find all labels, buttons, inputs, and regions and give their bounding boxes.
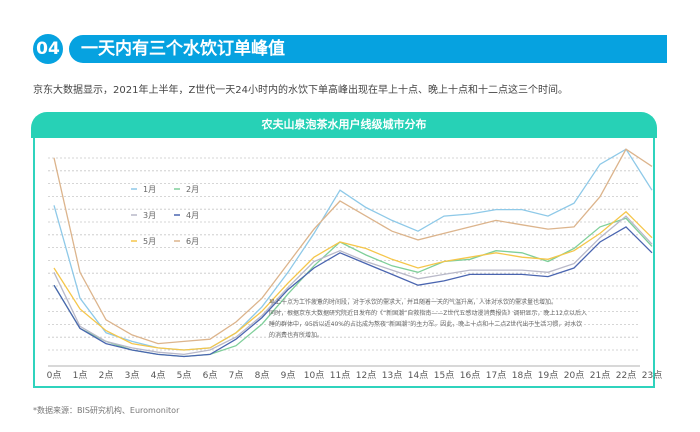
x-tick-label: 23点 [642, 370, 662, 381]
section-header: 04 一天内有三个水饮订单峰值 [33, 34, 667, 64]
x-tick-label: 10点 [304, 370, 324, 381]
x-tick-label: 15点 [434, 370, 454, 381]
x-tick-label: 18点 [512, 370, 532, 381]
annotation-line: 的消费也有所增加。 [269, 332, 324, 339]
x-tick-label: 16点 [460, 370, 480, 381]
x-tick-label: 12点 [356, 370, 376, 381]
x-tick-label: 3点 [125, 370, 140, 381]
x-tick-label: 14点 [408, 370, 428, 381]
annotation-line: 早上十点为工作疲惫的时间段，对于水饮的需求大，并且随着一天的气温升高，人体对水饮… [269, 299, 558, 306]
legend-label: 1月 [143, 185, 156, 194]
series-line-3月 [53, 215, 653, 356]
annotation-line: 同时，根据京东大数据研究院近日发布的《“新国潮”自救指南——Z世代五感动漫消费报… [269, 310, 587, 317]
legend-label: 2月 [186, 185, 199, 194]
x-tick-label: 7点 [229, 370, 244, 381]
x-tick-label: 4点 [151, 370, 166, 381]
x-tick-label: 1点 [73, 370, 88, 381]
x-tick-label: 9点 [281, 370, 296, 381]
series-line-5月 [53, 210, 653, 351]
x-tick-label: 20点 [564, 370, 584, 381]
x-tick-label: 6点 [203, 370, 218, 381]
x-tick-label: 13点 [382, 370, 402, 381]
x-tick-label: 8点 [255, 370, 270, 381]
legend-label: 5月 [143, 237, 156, 246]
annotation-line: 睡的群体中，95后以近40%的占比成为熬夜“新国潮”的主力军。因此，晚上十点和十… [269, 321, 583, 328]
description-text: 京东大数据显示，2021年上半年，Z世代一天24小时内的水饮下单高峰出现在早上十… [33, 85, 569, 96]
data-source: *数据来源：BIS研究机构、Euromonitor [33, 406, 180, 415]
x-tick-label: 21点 [590, 370, 610, 381]
x-tick-label: 19点 [538, 370, 558, 381]
legend-label: 4月 [186, 211, 199, 220]
x-tick-label: 2点 [99, 370, 114, 381]
chart-annotation: 早上十点为工作疲惫的时间段，对于水饮的需求大，并且随着一天的气温升高，人体对水饮… [269, 297, 669, 341]
x-tick-label: 11点 [330, 370, 350, 381]
series-line-6月 [53, 148, 653, 345]
legend-label: 6月 [186, 237, 199, 246]
section-title: 一天内有三个水饮订单峰值 [69, 35, 667, 63]
x-tick-label: 0点 [47, 370, 62, 381]
x-tick-label: 22点 [616, 370, 636, 381]
chart-title: 农夫山泉泡茶水用户线级城市分布 [31, 112, 657, 138]
legend-label: 3月 [143, 211, 156, 220]
chart-card [33, 113, 655, 388]
x-tick-label: 5点 [177, 370, 192, 381]
section-number-badge: 04 [33, 34, 63, 64]
x-tick-label: 17点 [486, 370, 506, 381]
series-line-4月 [53, 226, 653, 358]
